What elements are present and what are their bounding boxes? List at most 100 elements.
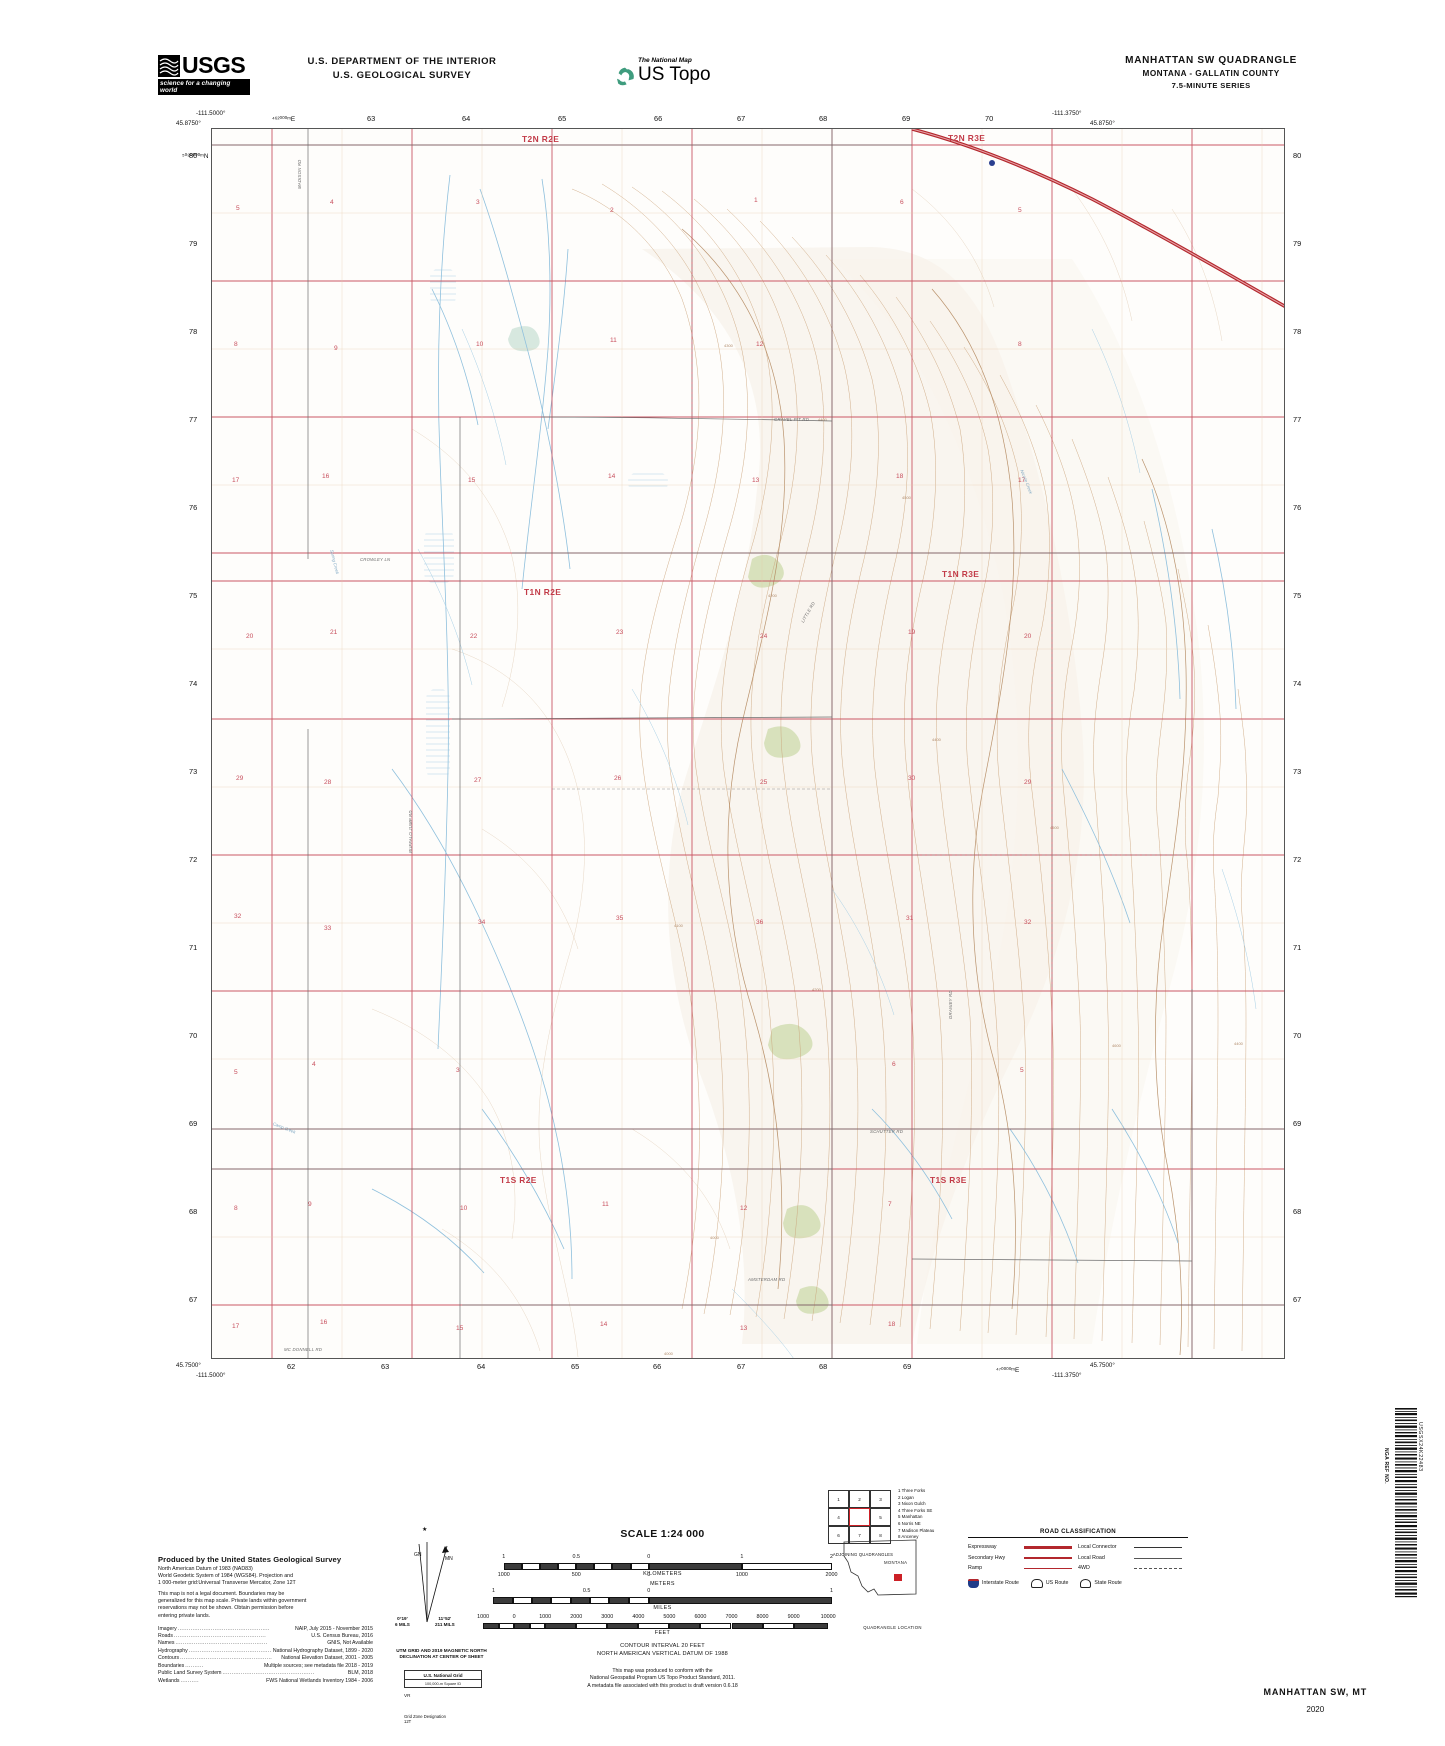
source-label: Boundaries — [158, 1662, 185, 1669]
adjoining-quad-list: 1 Three Forks 2 Logan 3 Nixon Gulch 4 Th… — [898, 1488, 934, 1541]
grid-tick-left: 70 — [189, 1031, 198, 1040]
map-canvas[interactable]: 4300 4400 4500 4200 4400 4500 4100 4200 … — [211, 128, 1285, 1359]
legend-row: Local Road — [1078, 1553, 1188, 1564]
section-number: 26 — [614, 775, 622, 782]
corner-label-nw-lat: 45.8750° — [176, 120, 201, 127]
adjoining-cell: 5 — [870, 1508, 891, 1526]
km-tick: 2 — [830, 1554, 834, 1560]
ft-tick: 10000 — [820, 1614, 836, 1620]
legend-label: Local Road — [1078, 1554, 1105, 1561]
mi-tick: 1 — [830, 1588, 834, 1594]
m-tick: 500 — [571, 1572, 581, 1578]
mile-scale-bar — [490, 1597, 835, 1604]
grid-tick-left: 72 — [189, 855, 198, 864]
section-number: 20 — [246, 633, 254, 640]
grid-tick-right: 68 — [1293, 1207, 1302, 1216]
declination-diagram: ★ GN MN 0°19' 6 MILS 11°52' 211 MILS — [393, 1527, 481, 1648]
disclaimer-line: entering private lands. — [158, 1612, 211, 1619]
quad-series: 7.5-MINUTE SERIES — [1171, 81, 1251, 90]
credits-block: Produced by the United States Geological… — [158, 1555, 373, 1685]
svg-text:4400: 4400 — [818, 417, 828, 422]
adjoining-list-item: 5 Manhattan — [898, 1514, 923, 1520]
leader-dots: ........................................… — [177, 1625, 270, 1632]
map-body[interactable]: 4300 4400 4500 4200 4400 4500 4100 4200 … — [189, 114, 1301, 1371]
quadrangle-title-block: MANHATTAN SW QUADRANGLE MONTANA - GALLAT… — [1125, 54, 1297, 92]
section-number: 3 — [476, 199, 480, 206]
ft-tick: 9000 — [787, 1614, 800, 1620]
mi-tick: 0.5 — [582, 1588, 591, 1594]
leader-dots: .......... — [185, 1662, 204, 1669]
ft-tick: 4000 — [632, 1614, 645, 1620]
grid-tick-top: 67 — [737, 114, 746, 123]
grid-tick-right: 67 — [1293, 1295, 1302, 1304]
section-number: 5 — [236, 205, 240, 212]
source-row: Contours ...............................… — [158, 1655, 373, 1662]
montana-outline — [843, 1539, 917, 1596]
disclaimer-line: This map is not a legal document. Bounda… — [158, 1591, 285, 1598]
grid-tick-right: 74 — [1293, 679, 1302, 688]
road-name-label: BUFFALO JUMP RD — [408, 810, 413, 853]
legend-row: Expressway — [968, 1542, 1078, 1553]
scale-title: SCALE 1:24 000 — [620, 1528, 705, 1540]
section-number: 8 — [234, 341, 238, 348]
adjoining-cell: 7 — [849, 1526, 870, 1544]
grid-tick-right: 73 — [1293, 767, 1302, 776]
adjoining-list-item: 2 Logan — [898, 1494, 914, 1500]
section-number: 5 — [1020, 1067, 1024, 1074]
agency-name-block: U.S. DEPARTMENT OF THE INTERIOR U.S. GEO… — [252, 55, 552, 83]
ft-tick: 3000 — [601, 1614, 614, 1620]
us-topo-label: US Topo — [638, 64, 711, 85]
map-header: USGS science for a changing world U.S. D… — [0, 0, 1445, 110]
section-number: 35 — [616, 915, 624, 922]
m-tick: 2000 — [825, 1572, 838, 1578]
us-topo-logo: The National Map US Topo — [610, 57, 760, 92]
source-row: Public Land Survey System ..............… — [158, 1670, 373, 1677]
department-line: U.S. DEPARTMENT OF THE INTERIOR — [307, 56, 497, 67]
source-value: Multiple sources; see metadata file 2018… — [263, 1662, 373, 1669]
declination-caption-line2: DECLINATION AT CENTER OF SHEET — [399, 1654, 484, 1660]
usgs-wordmark: USGS — [182, 52, 246, 78]
corner-label-ne-lat: 45.8750° — [1090, 120, 1115, 127]
section-number: 18 — [888, 1321, 896, 1328]
grid-tick-bottom: 63 — [381, 1362, 390, 1371]
mile-tick-labels: 1 0.5 0 1 — [490, 1588, 835, 1597]
vertical-datum-line: NORTH AMERICAN VERTICAL DATUM OF 1988 — [597, 1651, 728, 1657]
legend-row: Ramp — [968, 1563, 1078, 1574]
grid-tick-left: 75 — [189, 591, 198, 600]
section-number: 9 — [308, 1201, 312, 1208]
local-road-symbol — [1134, 1554, 1188, 1561]
ft-tick: 1000 — [539, 1614, 552, 1620]
production-note-line: This map was produced to conform with th… — [612, 1668, 713, 1674]
ft-tick: 8000 — [756, 1614, 769, 1620]
grid-tick-bottom: 67 — [737, 1362, 746, 1371]
road-classification-legend: ROAD CLASSIFICATION Expressway Secondary… — [968, 1528, 1188, 1588]
grid-tick-right: 78 — [1293, 327, 1302, 336]
road-class-left-column: Expressway Secondary Hwy Ramp — [968, 1542, 1078, 1574]
road-classification-title: ROAD CLASSIFICATION — [968, 1528, 1188, 1538]
section-number: 27 — [474, 777, 482, 784]
section-number: 15 — [456, 1325, 464, 1332]
grid-declination-value: 0°19' 6 MILS — [395, 1616, 410, 1627]
km-tick: 0.5 — [572, 1554, 581, 1560]
grid-tick-top: 68 — [819, 114, 828, 123]
grid-tick-top: 69 — [902, 114, 911, 123]
interstate-shield-icon — [968, 1578, 979, 1588]
grid-tick-bottom: 66 — [653, 1362, 662, 1371]
adjoining-cell: 4 — [828, 1508, 849, 1526]
barcode-block: USGSX24K22483 NGA REF NO. — [1383, 1408, 1427, 1598]
grid-tick-bottom: 69 — [903, 1362, 912, 1371]
km-tick: 1 — [502, 1554, 506, 1560]
recycle-leaf-icon — [615, 66, 635, 86]
map-collar: Produced by the United States Geological… — [0, 1380, 1445, 1746]
legend-row: Local Connector — [1078, 1542, 1188, 1553]
barcode-number: USGSX24K22483 — [1417, 1422, 1423, 1472]
datum-line: North American Datum of 1983 (NAD83) — [158, 1566, 253, 1572]
grid-tick-bottom: 62 — [287, 1362, 296, 1371]
township-label: T1S R2E — [500, 1175, 537, 1185]
legend-label: Secondary Hwy — [968, 1554, 1006, 1561]
section-number: 5 — [1018, 207, 1022, 214]
leader-dots: ........................................… — [175, 1640, 268, 1647]
quad-name: MANHATTAN SW QUADRANGLE — [1125, 55, 1297, 66]
section-number: 6 — [892, 1061, 896, 1068]
section-number: 33 — [324, 925, 332, 932]
